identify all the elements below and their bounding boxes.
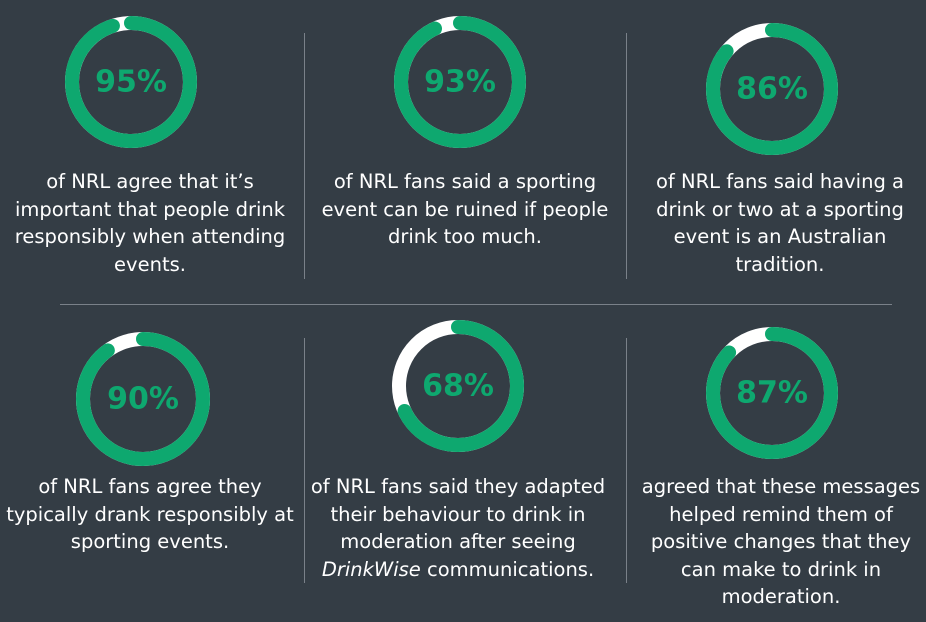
description-line: event can be ruined if people (321, 197, 609, 221)
donut-value-arc (394, 16, 526, 148)
donut-svg: 68% (392, 320, 524, 452)
donut-86pct: 86% (699, 16, 845, 162)
brand-name: DrinkWise (321, 557, 421, 581)
description-line: responsibly when attending (14, 225, 286, 248)
percentage-label: 87% (736, 376, 808, 411)
description-line: sporting events. (70, 530, 230, 553)
description-line: of NRL fans said they adapted (310, 475, 606, 498)
donut-svg: 86% (706, 23, 838, 155)
donut-svg: 90% (76, 332, 210, 466)
description-line: important that people drink (14, 197, 286, 221)
donut-95pct: 95% (58, 9, 204, 155)
description-line: moderation after seeing (340, 530, 576, 553)
stat-description: of NRL fans said they adapted their behav… (303, 473, 613, 583)
donut-90pct: 90% (69, 325, 217, 473)
donut-value-arc (65, 16, 197, 148)
description-line: can make to drink in (680, 557, 882, 581)
divider-vertical-bottom-2 (626, 338, 627, 583)
divider-vertical-bottom-1 (304, 338, 305, 583)
donut-value-arc (706, 23, 838, 155)
percentage-label: 86% (736, 72, 808, 107)
description-line: tradition. (735, 252, 825, 276)
stat-description: agreed that these messages helped remind … (626, 473, 926, 611)
stat-description: of NRL fans said having a drink or two at… (625, 168, 926, 278)
divider-horizontal (60, 304, 892, 305)
divider-vertical-top-1 (304, 33, 305, 279)
description-line: their behaviour to drink in (330, 502, 586, 526)
percentage-label: 95% (95, 65, 167, 100)
description-line: drink too much. (387, 225, 542, 248)
donut-svg: 93% (394, 16, 526, 148)
percentage-label: 93% (424, 65, 496, 100)
donut-svg: 95% (65, 16, 197, 148)
donut-68pct: 68% (385, 313, 531, 459)
description-line: helped remind them of (669, 502, 893, 526)
stat-description: of NRL fans said a sporting event can be … (310, 168, 620, 251)
description-line: agreed that these messages (641, 475, 921, 498)
stat-description: of NRL agree that it’s important that peo… (0, 168, 305, 278)
description-line: of NRL fans said a sporting (333, 170, 597, 193)
description-line: events. (114, 252, 186, 276)
description-tail: communications. (420, 557, 595, 581)
description-line: of NRL fans agree they (38, 475, 262, 498)
description-line: DrinkWise communications. (303, 556, 613, 584)
description-line: of NRL fans said having a (656, 170, 904, 193)
divider-vertical-top-2 (626, 33, 627, 279)
description-line: positive changes that they (650, 530, 912, 553)
stat-description: of NRL fans agree they typically drank re… (0, 473, 305, 556)
percentage-label: 90% (107, 382, 179, 417)
donut-svg: 87% (706, 327, 838, 459)
description-line: event is an Australian (673, 225, 887, 248)
description-line: typically drank responsibly at (6, 502, 294, 526)
donut-87pct: 87% (699, 320, 845, 466)
percentage-label: 68% (422, 369, 494, 404)
donut-value-arc (76, 332, 210, 466)
donut-value-arc (706, 327, 838, 459)
description-line: of NRL agree that it’s (46, 170, 254, 193)
donut-93pct: 93% (387, 9, 533, 155)
description-line: moderation. (721, 585, 841, 608)
description-line: drink or two at a sporting (656, 197, 904, 221)
donut-value-arc (392, 320, 524, 452)
